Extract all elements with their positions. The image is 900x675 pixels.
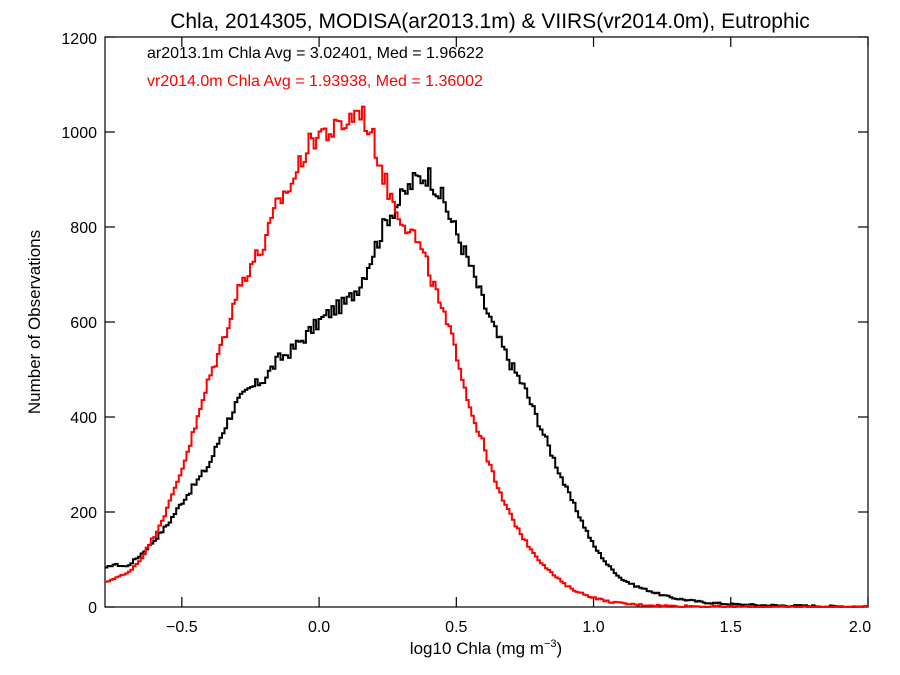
y-tick-label: 200: [70, 505, 97, 522]
x-tick-label: 2.0: [849, 619, 871, 636]
x-axis-label-close: ): [557, 639, 563, 658]
annotation-black: ar2013.1m Chla Avg = 3.02401, Med = 1.96…: [147, 45, 484, 62]
y-axis: 0 200 400 600 800 1000 1200: [61, 31, 868, 617]
y-tick-label: 600: [70, 315, 97, 332]
x-axis-label-superscript: −3: [544, 638, 557, 650]
x-axis-label-main: log10 Chla (mg m: [410, 639, 544, 658]
series-layer: [105, 105, 868, 608]
x-axis-label: log10 Chla (mg m−3): [410, 638, 562, 658]
x-tick-label: 1.5: [720, 619, 742, 636]
y-tick-label: 1200: [61, 31, 97, 48]
x-tick-label: −0.5: [166, 619, 198, 636]
y-tick-label: 400: [70, 410, 97, 427]
y-axis-label: Number of Observations: [25, 230, 44, 414]
chart-title: Chla, 2014305, MODISA(ar2013.1m) & VIIRS…: [170, 10, 810, 33]
x-tick-label: 0.0: [308, 619, 330, 636]
plot-frame: [104, 36, 869, 608]
x-tick-label: 1.0: [582, 619, 604, 636]
x-axis: −0.5 0.0 0.5 1.0 1.5 2.0: [166, 37, 871, 636]
series-line-black: [105, 167, 868, 608]
y-tick-label: 800: [70, 220, 97, 237]
x-tick-label: 0.5: [445, 619, 467, 636]
y-tick-label: 0: [88, 600, 97, 617]
series-line-red: [105, 105, 868, 608]
annotation-red: vr2014.0m Chla Avg = 1.93938, Med = 1.36…: [147, 73, 483, 90]
y-tick-label: 1000: [61, 125, 97, 142]
